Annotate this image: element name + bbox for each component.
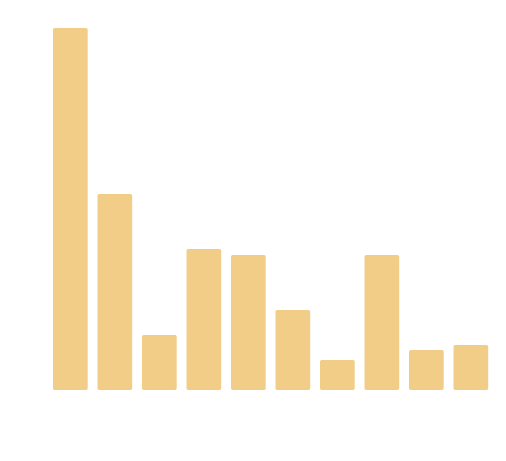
- bar-6: [275, 310, 311, 390]
- bar-7: [320, 360, 355, 390]
- bar-4: [186, 249, 222, 390]
- bar-3: [142, 335, 177, 390]
- bar-1: [53, 28, 88, 390]
- bar-8: [364, 255, 400, 390]
- bar-10: [453, 345, 489, 390]
- bar-9: [409, 350, 444, 390]
- bar-5: [231, 255, 266, 390]
- bars-group: [53, 28, 489, 390]
- bar-2: [97, 194, 133, 390]
